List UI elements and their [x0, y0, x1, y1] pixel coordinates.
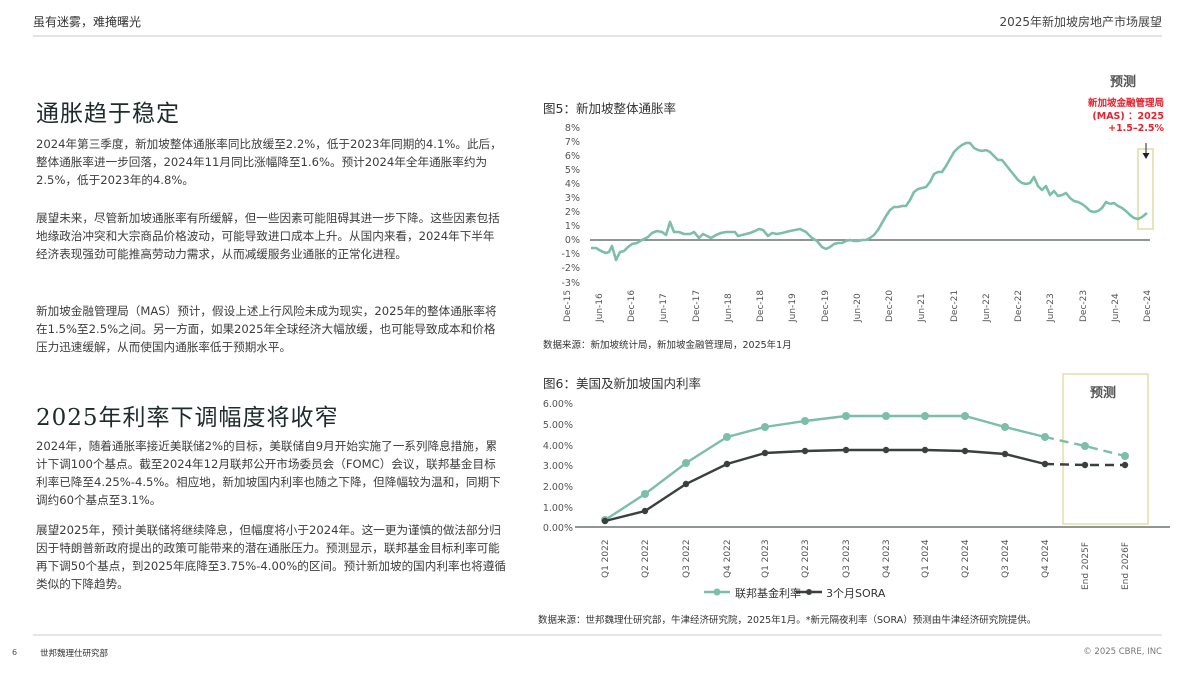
figure6-fed-funds-markers [601, 412, 1129, 524]
header-left-title: 虽有迷雾，难掩曙光 [33, 15, 142, 29]
svg-text:Q3 2023: Q3 2023 [842, 539, 852, 578]
svg-text:Dec-22: Dec-22 [1014, 290, 1024, 322]
svg-text:-1%: -1% [562, 249, 581, 260]
svg-text:4.00%: 4.00% [543, 441, 573, 452]
figure5-mas-annotation: 新加坡金融管理局 (MAS) ：2025 +1.5–2.5% [1087, 98, 1164, 134]
svg-text:Q4 2024: Q4 2024 [1041, 539, 1051, 578]
figure6-sora-line [604, 448, 1046, 523]
svg-text:Dec-19: Dec-19 [821, 290, 831, 322]
svg-text:Q2 2024: Q2 2024 [961, 539, 971, 578]
svg-text:Jun-18: Jun-18 [724, 293, 734, 323]
svg-text:Q4 2023: Q4 2023 [882, 539, 892, 578]
svg-text:-3%: -3% [562, 278, 581, 289]
svg-text:1%: 1% [565, 221, 580, 232]
svg-text:Q2 2022: Q2 2022 [641, 539, 651, 578]
svg-text:Q1 2022: Q1 2022 [601, 539, 611, 578]
arrow-down-icon [1142, 153, 1150, 159]
svg-text:4%: 4% [565, 179, 580, 190]
figure6-sora-markers [601, 446, 1129, 525]
svg-text:3.00%: 3.00% [543, 461, 573, 472]
svg-text:Dec-15: Dec-15 [563, 290, 573, 322]
figure6-source: 数据来源：世邦魏理仕研究部，牛津经济研究院，2025年1月。*新元隔夜利率（SO… [538, 615, 1037, 626]
svg-text:Dec-24: Dec-24 [1143, 290, 1153, 322]
svg-text:Dec-21: Dec-21 [950, 290, 960, 322]
footer-divider [33, 634, 1162, 636]
svg-text:Jun-23: Jun-23 [1046, 293, 1056, 323]
paragraph: 2024年，随着通胀率接近美联储2%的目标，美联储自9月开始实施了一系列降息措施… [36, 439, 501, 507]
figure6-fed-funds-line [604, 414, 1046, 522]
svg-text:5%: 5% [565, 165, 580, 176]
paragraph: 展望未来，尽管新加坡通胀率有所缓解，但一些因素可能阻碍其进一步下降。这些因素包括… [36, 211, 500, 261]
paragraph: 新加坡金融管理局（MAS）预计，假设上述上行风险未成为现实，2025年的整体通胀… [36, 304, 497, 354]
legend-sora-label: 3个月SORA [826, 587, 886, 600]
svg-text:Q4 2022: Q4 2022 [723, 539, 733, 578]
figure5-y-axis: 8% 7% 6% 5% 4% 3% 2% 1% 0% -1% -2% -3% [562, 123, 581, 289]
figure6-title: 图6：美国及新加坡国内利率 [543, 376, 701, 391]
svg-text:7%: 7% [565, 137, 580, 148]
figure6-fed-funds-forecast [1044, 435, 1126, 458]
svg-text:Q3 2022: Q3 2022 [682, 539, 692, 578]
svg-text:Jun-17: Jun-17 [659, 293, 669, 323]
svg-text:Jun-20: Jun-20 [853, 293, 863, 323]
figure5-title: 图5：新加坡整体通胀率 [543, 101, 676, 116]
figure5-source: 数据来源：新加坡统计局，新加坡金融管理局，2025年1月 [543, 340, 792, 351]
svg-text:1.00%: 1.00% [543, 503, 573, 514]
svg-text:End 2026F: End 2026F [1121, 542, 1131, 590]
svg-text:2%: 2% [565, 207, 580, 218]
svg-text:Dec-16: Dec-16 [627, 290, 637, 322]
svg-text:Dec-17: Dec-17 [692, 290, 702, 322]
svg-text:Q1 2023: Q1 2023 [761, 539, 771, 578]
svg-text:Jun-22: Jun-22 [982, 293, 992, 323]
svg-text:Q1 2024: Q1 2024 [921, 539, 931, 578]
svg-text:6.00%: 6.00% [543, 399, 573, 410]
svg-text:8%: 8% [565, 123, 580, 134]
figure6-sora-forecast [1044, 462, 1125, 467]
svg-text:Jun-16: Jun-16 [595, 293, 605, 323]
figure5-forecast-label: 预测 [1110, 75, 1137, 90]
figure6-legend [704, 588, 822, 596]
section-heading-inflation: 通胀趋于稳定 [36, 101, 180, 127]
svg-text:Q3 2024: Q3 2024 [1001, 539, 1011, 578]
svg-text:0.00%: 0.00% [543, 523, 573, 534]
page-number: 6 [12, 648, 18, 657]
svg-text:2.00%: 2.00% [543, 482, 573, 493]
figure6-forecast-box [1062, 373, 1149, 525]
header-right-title: 2025年新加坡房地产市场展望 [999, 15, 1162, 29]
svg-text:Q2 2023: Q2 2023 [801, 539, 811, 578]
paragraph: 2024年第三季度，新加坡整体通胀率同比放缓至2.2%，低于2023年同期的4.… [36, 137, 502, 187]
footer-copyright: © 2025 CBRE, INC [1083, 647, 1162, 657]
svg-text:Jun-19: Jun-19 [788, 293, 798, 323]
figure6-forecast-label: 预测 [1090, 386, 1117, 401]
svg-text:Dec-23: Dec-23 [1079, 290, 1089, 322]
figure6-x-axis: Q1 2022 Q2 2022 Q3 2022 Q4 2022 Q1 2023 … [601, 539, 1131, 590]
figure6-y-axis: 6.00% 5.00% 4.00% 3.00% 2.00% 1.00% 0.00… [543, 399, 573, 534]
svg-text:-2%: -2% [562, 263, 581, 274]
svg-text:0%: 0% [565, 235, 580, 246]
svg-text:Jun-21: Jun-21 [917, 293, 927, 323]
svg-text:End 2025F: End 2025F [1081, 542, 1091, 590]
svg-text:5.00%: 5.00% [543, 420, 573, 431]
svg-text:Dec-18: Dec-18 [756, 290, 766, 322]
svg-text:Dec-20: Dec-20 [885, 290, 895, 322]
paragraph: 展望2025年，预计美联储将继续降息，但幅度将小于2024年。这一更为谨慎的做法… [36, 523, 506, 591]
figure5-inflation-chart: 8% 7% 6% 5% 4% 3% 2% 1% 0% -1% -2% -3% D… [562, 123, 1154, 323]
svg-text:6%: 6% [565, 151, 580, 162]
legend-fed-funds-label: 联邦基金利率 [735, 587, 801, 600]
figure5-inflation-line-tail [1109, 201, 1148, 221]
section-heading-rates: 2025年利率下调幅度将收窄 [36, 405, 339, 431]
svg-text:3%: 3% [565, 193, 580, 204]
figure5-inflation-line [591, 141, 1111, 262]
footer-left: 世邦魏理仕研究部 [40, 649, 109, 659]
figure5-x-axis: Dec-15 Jun-16 Dec-16 Jun-17 Dec-17 Jun-1… [563, 290, 1153, 323]
header-divider [33, 35, 1162, 37]
figure6-rates-chart: 6.00% 5.00% 4.00% 3.00% 2.00% 1.00% 0.00… [543, 373, 1170, 596]
svg-text:Jun-24: Jun-24 [1111, 293, 1121, 323]
